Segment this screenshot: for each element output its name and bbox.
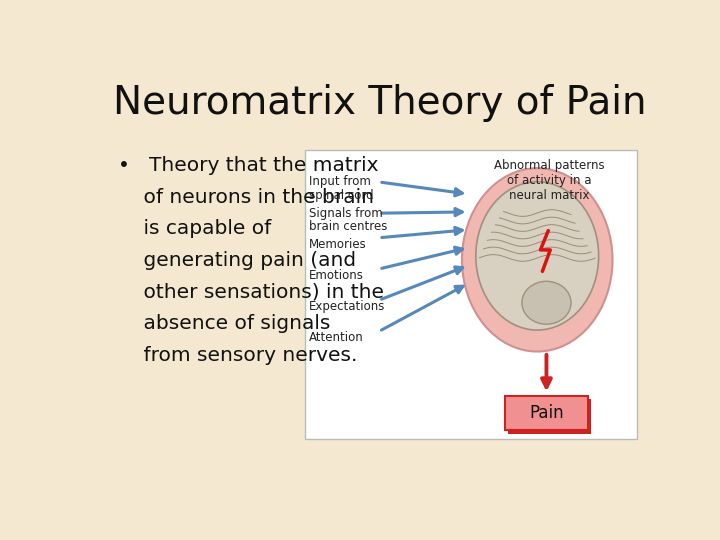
Text: of neurons in the brain: of neurons in the brain — [118, 188, 374, 207]
Text: Input from: Input from — [310, 176, 371, 188]
Text: Expectations: Expectations — [310, 300, 386, 313]
Ellipse shape — [476, 182, 598, 330]
Text: from sensory nerves.: from sensory nerves. — [118, 346, 357, 365]
Text: Abnormal patterns
of activity in a
neural matrix: Abnormal patterns of activity in a neura… — [493, 159, 604, 202]
Text: Memories: Memories — [310, 238, 367, 251]
Text: Signals from: Signals from — [310, 206, 383, 220]
FancyBboxPatch shape — [505, 396, 588, 430]
Ellipse shape — [522, 281, 571, 324]
Text: other sensations) in the: other sensations) in the — [118, 282, 384, 302]
Text: brain centres: brain centres — [310, 220, 387, 233]
Text: is capable of: is capable of — [118, 219, 271, 239]
Text: spinal cord: spinal cord — [310, 188, 374, 201]
Text: Pain: Pain — [529, 404, 564, 422]
Text: Emotions: Emotions — [310, 269, 364, 282]
Text: Attention: Attention — [310, 332, 364, 345]
FancyBboxPatch shape — [508, 399, 591, 434]
FancyBboxPatch shape — [305, 150, 637, 439]
Ellipse shape — [462, 168, 613, 352]
Text: •   Theory that the matrix: • Theory that the matrix — [118, 156, 379, 176]
Text: absence of signals: absence of signals — [118, 314, 330, 333]
Text: Neuromatrix Theory of Pain: Neuromatrix Theory of Pain — [114, 84, 647, 122]
Text: generating pain (and: generating pain (and — [118, 251, 356, 270]
